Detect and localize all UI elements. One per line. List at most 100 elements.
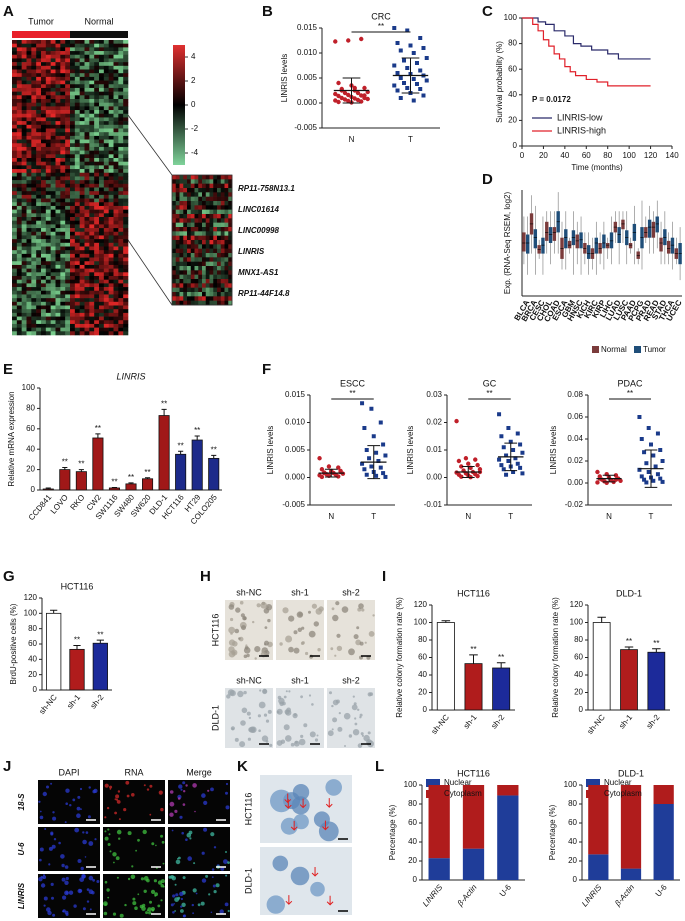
heatmap-cell xyxy=(123,309,129,314)
heatmap-cell xyxy=(183,296,188,301)
heatmap-cell xyxy=(198,287,203,293)
heatmap-cell xyxy=(228,188,233,193)
heatmap-cell xyxy=(99,161,105,166)
heatmap-cell xyxy=(12,161,18,166)
y-tick-label: 40 xyxy=(568,837,577,846)
dot xyxy=(499,434,504,439)
heatmap-cell xyxy=(94,87,100,92)
heatmap-cell xyxy=(187,214,192,219)
heatmap-cell xyxy=(50,158,56,162)
cell xyxy=(50,782,53,785)
cell xyxy=(348,648,355,656)
heatmap-cell xyxy=(36,198,42,203)
heatmap-cell xyxy=(194,205,199,210)
heatmap-cell xyxy=(202,175,207,180)
heatmap-cell xyxy=(50,58,56,63)
x-tick-label: T xyxy=(408,135,413,144)
cell xyxy=(149,813,152,816)
arrow xyxy=(284,793,292,804)
heatmap-cell xyxy=(21,161,27,166)
heatmap-cell xyxy=(194,188,199,193)
heatmap-cell xyxy=(123,205,129,210)
heatmap-cell xyxy=(179,300,184,306)
heatmap-cell xyxy=(70,231,76,236)
heatmap-cell xyxy=(74,194,80,199)
heatmap-cell xyxy=(113,331,119,336)
dot xyxy=(454,418,459,424)
heatmap-cell xyxy=(12,154,18,159)
heatmap-cell xyxy=(36,242,42,247)
heatmap-cell xyxy=(50,69,56,74)
cell xyxy=(182,914,186,918)
heatmap-cell xyxy=(179,231,184,236)
heatmap-cell xyxy=(55,139,61,144)
heatmap-cell xyxy=(224,261,229,267)
heatmap-cell xyxy=(41,264,47,269)
heatmap-cell xyxy=(45,268,51,273)
heatmap-cell xyxy=(74,117,80,122)
heatmap-cell xyxy=(99,183,105,188)
heatmap-cell xyxy=(213,227,218,232)
heatmap-cell xyxy=(113,117,119,122)
heatmap-cell xyxy=(213,222,218,228)
heatmap-cell xyxy=(60,65,66,70)
heatmap-cell xyxy=(224,192,229,197)
heatmap-cell xyxy=(31,161,37,166)
heatmap-cell xyxy=(12,298,18,303)
heatmap-cell xyxy=(70,298,76,303)
heatmap-cell xyxy=(209,287,214,293)
cell xyxy=(125,780,130,785)
heatmap-cell xyxy=(41,287,47,292)
heatmap-cell xyxy=(89,294,95,299)
heatmap-cell xyxy=(55,124,61,129)
heatmap-cell xyxy=(12,124,18,129)
heatmap-cell xyxy=(228,270,233,275)
heatmap-cell xyxy=(99,87,105,92)
heatmap-cell xyxy=(74,279,80,284)
heatmap-cell xyxy=(50,327,56,332)
heatmap-cell xyxy=(217,266,222,271)
y-tick-label: 40 xyxy=(26,444,35,453)
heatmap-cell xyxy=(26,154,32,159)
heatmap-cell xyxy=(175,244,180,249)
heatmap-cell xyxy=(118,242,124,247)
cell xyxy=(282,701,286,706)
heatmap-cell xyxy=(113,213,119,218)
heatmap-cell xyxy=(209,179,214,184)
heatmap-cell xyxy=(31,84,37,89)
heatmap-cell xyxy=(74,205,80,210)
heatmap-cell xyxy=(209,196,214,202)
heatmap-cell xyxy=(108,165,114,170)
heatmap-cell xyxy=(118,235,124,240)
heatmap-cell xyxy=(55,287,61,292)
y-tick-label: 20 xyxy=(408,856,417,865)
cell xyxy=(143,889,147,893)
heatmap-cell xyxy=(108,257,114,262)
heatmap-cell xyxy=(41,143,47,148)
heatmap-cell xyxy=(65,312,71,317)
heatmap-cell xyxy=(89,154,95,159)
heatmap-cell xyxy=(172,218,177,223)
group-label: Normal xyxy=(84,16,113,26)
heatmap-cell xyxy=(84,287,90,292)
heatmap-cell xyxy=(220,175,225,180)
heatmap-cell xyxy=(108,331,114,336)
cell xyxy=(313,621,319,627)
heatmap-cell xyxy=(187,279,192,284)
heatmap-cell xyxy=(31,272,37,277)
cell xyxy=(104,783,109,788)
heatmap-cell xyxy=(108,276,114,280)
colorbar-tick-label: 4 xyxy=(191,52,196,61)
heatmap-cell xyxy=(217,222,222,228)
heatmap-cell xyxy=(50,143,56,148)
heatmap-cell xyxy=(202,240,207,245)
heatmap-cell xyxy=(41,110,47,115)
heatmap-cell xyxy=(50,235,56,240)
legend-swatch xyxy=(586,790,600,798)
cell xyxy=(263,713,268,717)
heatmap-cell xyxy=(79,84,85,89)
heatmap-cell xyxy=(65,301,71,306)
cell xyxy=(181,902,186,907)
heatmap-cell xyxy=(103,132,109,137)
dot xyxy=(459,464,464,469)
